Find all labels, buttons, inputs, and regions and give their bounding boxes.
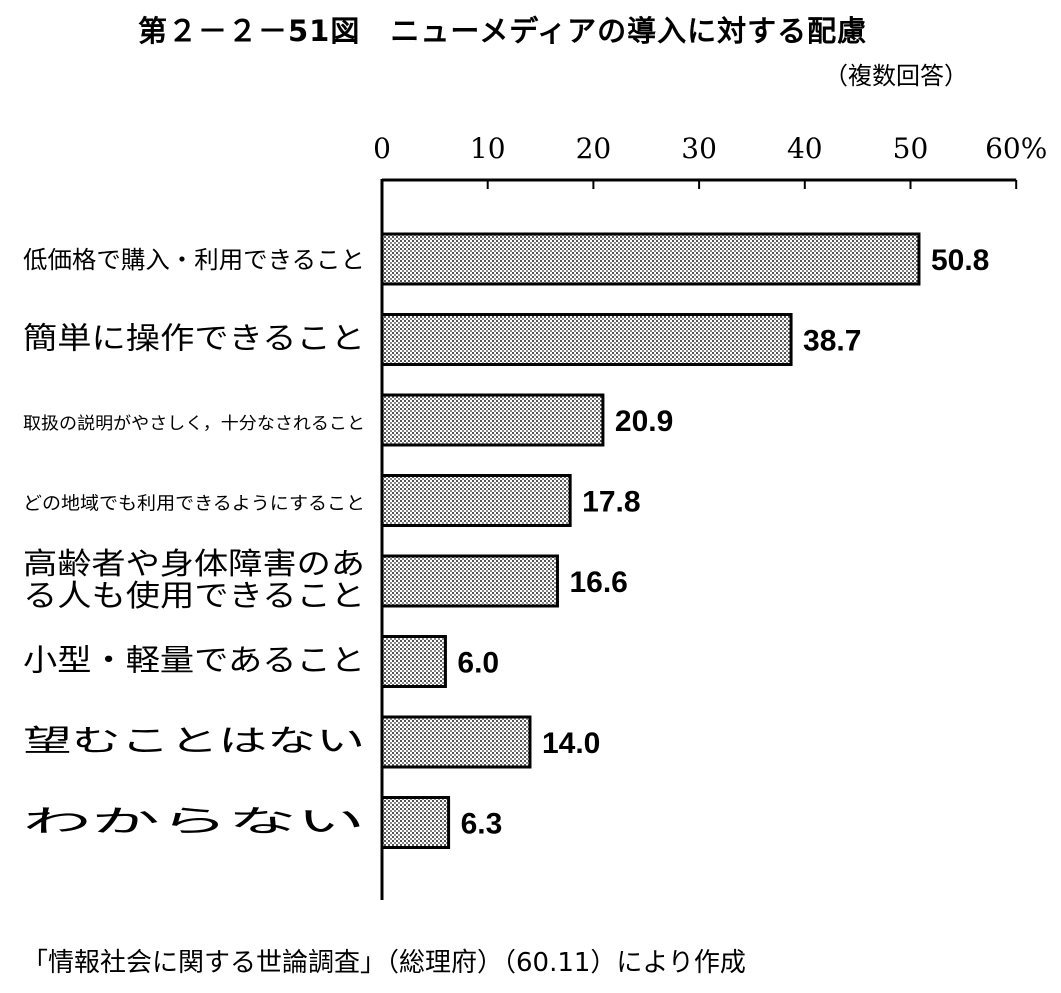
bar xyxy=(380,393,605,447)
chart-title: 第２－２－51図 ニューメディアの導入に対する配慮 xyxy=(138,14,868,48)
category-label: 低価格で購入・利用できること xyxy=(23,246,365,274)
category-label: 小型・軽量であること xyxy=(23,644,365,679)
bar xyxy=(380,554,559,608)
x-tick-label: 50 xyxy=(893,132,929,165)
bar xyxy=(380,474,572,527)
data-label: 14.0 xyxy=(542,727,600,760)
data-label: 38.7 xyxy=(803,325,861,358)
bar xyxy=(380,715,532,769)
category-label: どの地域でも利用できるようにすること xyxy=(23,494,365,515)
category-label: る人も使用できること xyxy=(23,579,365,614)
x-tick-label: 0 xyxy=(373,132,391,165)
bar xyxy=(380,635,447,688)
chart-subtitle: （複数回答） xyxy=(824,62,968,90)
x-tick-label: 10 xyxy=(470,132,506,165)
category-label: 高齢者や身体障害のあ xyxy=(23,547,365,582)
x-tick-label: 20 xyxy=(576,132,612,165)
bar xyxy=(380,232,921,286)
category-label: 簡単に操作できること xyxy=(23,322,365,357)
category-label: わからない xyxy=(23,805,365,840)
data-label: 6.0 xyxy=(457,647,499,680)
x-tick-label: 60% xyxy=(985,132,1047,165)
data-label: 6.3 xyxy=(461,808,503,841)
data-label: 20.9 xyxy=(615,405,673,438)
bar xyxy=(380,796,451,849)
source-note: 「情報社会に関する世論調査」（総理府）（60.11）により作成 xyxy=(22,948,746,978)
data-label: 17.8 xyxy=(582,486,640,519)
category-label: 取扱の説明がやさしく，十分なされること xyxy=(23,414,365,434)
category-label: 望むことはない xyxy=(23,724,365,759)
x-tick-label: 40 xyxy=(787,132,823,165)
x-tick-label: 30 xyxy=(681,132,717,165)
data-label: 50.8 xyxy=(931,244,989,277)
bar xyxy=(380,313,793,366)
data-label: 16.6 xyxy=(569,566,627,599)
